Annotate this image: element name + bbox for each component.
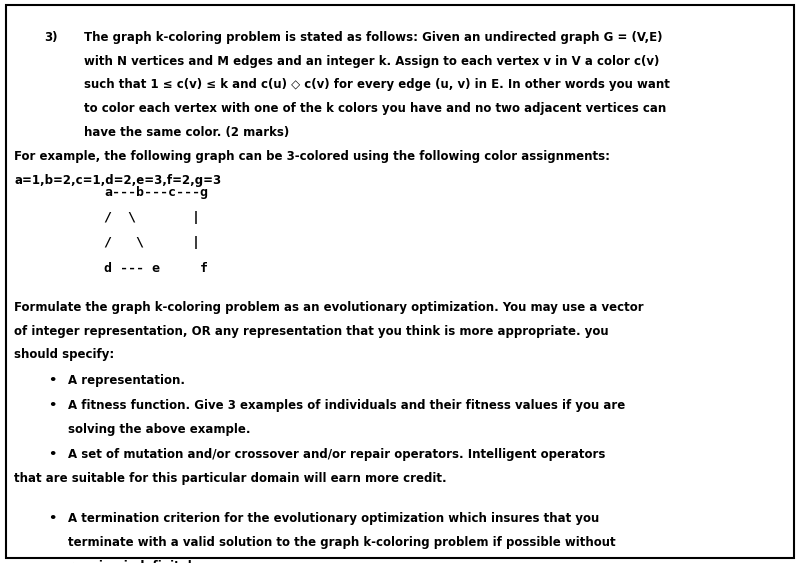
Text: have the same color. (2 marks): have the same color. (2 marks) [84, 126, 290, 138]
Text: to color each vertex with one of the k colors you have and no two adjacent verti: to color each vertex with one of the k c… [84, 102, 666, 115]
Text: •: • [48, 512, 56, 525]
Text: •: • [48, 399, 56, 412]
Text: /   \      |: / \ | [104, 236, 200, 249]
Text: •: • [48, 448, 56, 461]
Text: terminate with a valid solution to the graph k-coloring problem if possible with: terminate with a valid solution to the g… [68, 536, 616, 549]
Text: with N vertices and M edges and an integer k. Assign to each vertex v in V a col: with N vertices and M edges and an integ… [84, 55, 659, 68]
Text: The graph k-coloring problem is stated as follows: Given an undirected graph G =: The graph k-coloring problem is stated a… [84, 31, 662, 44]
Text: such that 1 ≤ c(v) ≤ k and c(u) ◇ c(v) for every edge (u, v) in E. In other word: such that 1 ≤ c(v) ≤ k and c(u) ◇ c(v) f… [84, 78, 670, 91]
Text: •: • [48, 374, 56, 387]
Text: 3): 3) [44, 31, 58, 44]
Text: A set of mutation and/or crossover and/or repair operators. Intelligent operator: A set of mutation and/or crossover and/o… [68, 448, 606, 461]
Text: For example, the following graph can be 3-colored using the following color assi: For example, the following graph can be … [14, 150, 610, 163]
Text: solving the above example.: solving the above example. [68, 423, 250, 436]
Text: A fitness function. Give 3 examples of individuals and their fitness values if y: A fitness function. Give 3 examples of i… [68, 399, 626, 412]
Text: /  \       |: / \ | [104, 211, 200, 224]
Text: should specify:: should specify: [14, 348, 114, 361]
Text: a=1,b=2,c=1,d=2,e=3,f=2,g=3: a=1,b=2,c=1,d=2,e=3,f=2,g=3 [14, 174, 222, 187]
Text: that are suitable for this particular domain will earn more credit.: that are suitable for this particular do… [14, 472, 447, 485]
Text: d --- e     f: d --- e f [104, 262, 208, 275]
Text: of integer representation, OR any representation that you think is more appropri: of integer representation, OR any repres… [14, 325, 609, 338]
Text: a---b---c---g: a---b---c---g [104, 186, 208, 199]
Text: running indefinitely.: running indefinitely. [68, 560, 203, 563]
Text: A representation.: A representation. [68, 374, 185, 387]
Text: A termination criterion for the evolutionary optimization which insures that you: A termination criterion for the evolutio… [68, 512, 599, 525]
Text: Formulate the graph k-coloring problem as an evolutionary optimization. You may : Formulate the graph k-coloring problem a… [14, 301, 644, 314]
